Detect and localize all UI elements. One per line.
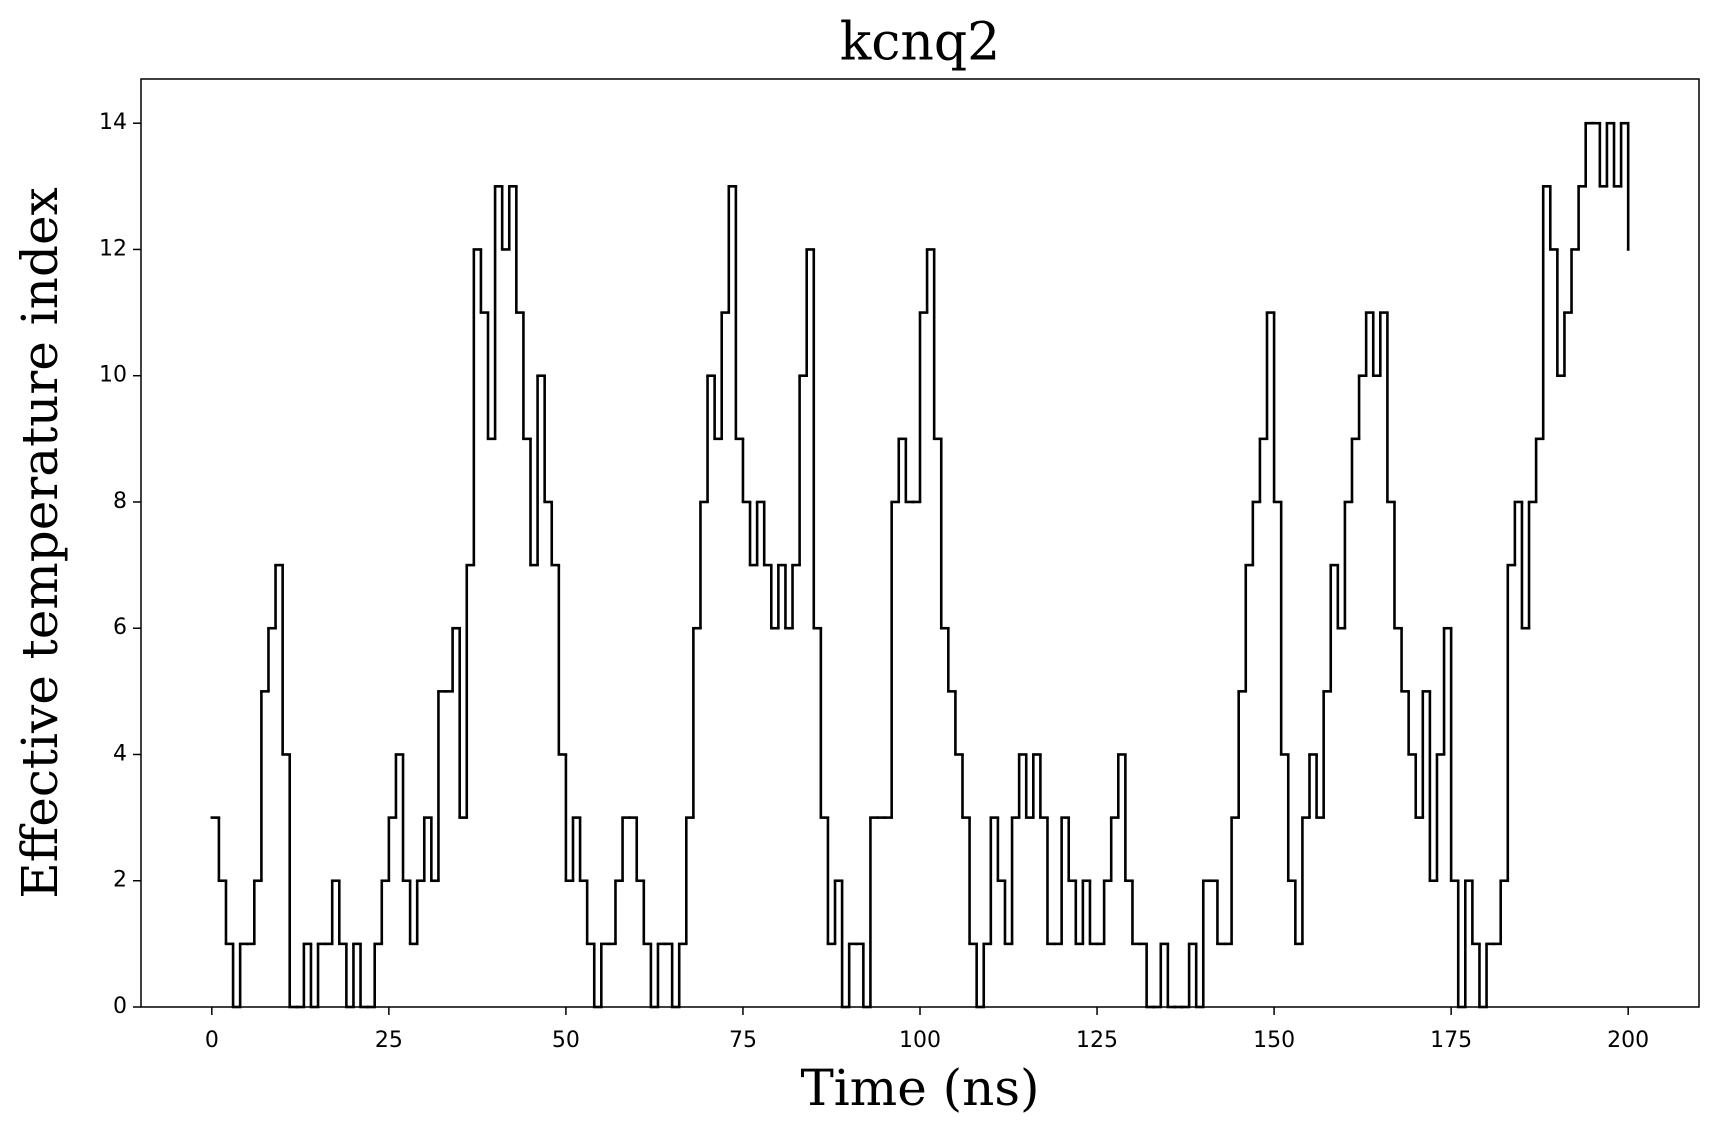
plot-frame xyxy=(140,78,1700,1008)
y-tick-label: 4 xyxy=(113,741,127,766)
x-tick-label: 100 xyxy=(899,1028,941,1053)
chart-title: kcnq2 xyxy=(840,13,1001,73)
x-tick-label: 25 xyxy=(375,1028,403,1053)
x-axis-label: Time (ns) xyxy=(800,1059,1039,1117)
y-tick-label: 10 xyxy=(99,363,127,388)
y-tick-label: 6 xyxy=(113,615,127,640)
x-tick-label: 75 xyxy=(729,1028,757,1053)
x-tick-label: 200 xyxy=(1607,1028,1649,1053)
y-tick-label: 12 xyxy=(99,236,127,261)
y-axis-label: Effective temperature index xyxy=(11,187,69,899)
x-tick-label: 175 xyxy=(1430,1028,1472,1053)
x-tick-label: 125 xyxy=(1076,1028,1118,1053)
x-tick-label: 0 xyxy=(205,1028,219,1053)
y-tick-label: 14 xyxy=(99,110,127,135)
y-tick-label: 2 xyxy=(113,868,127,893)
x-tick-label: 150 xyxy=(1253,1028,1295,1053)
y-tick-label: 0 xyxy=(113,994,127,1019)
y-tick-label: 8 xyxy=(113,489,127,514)
x-tick-label: 50 xyxy=(552,1028,580,1053)
